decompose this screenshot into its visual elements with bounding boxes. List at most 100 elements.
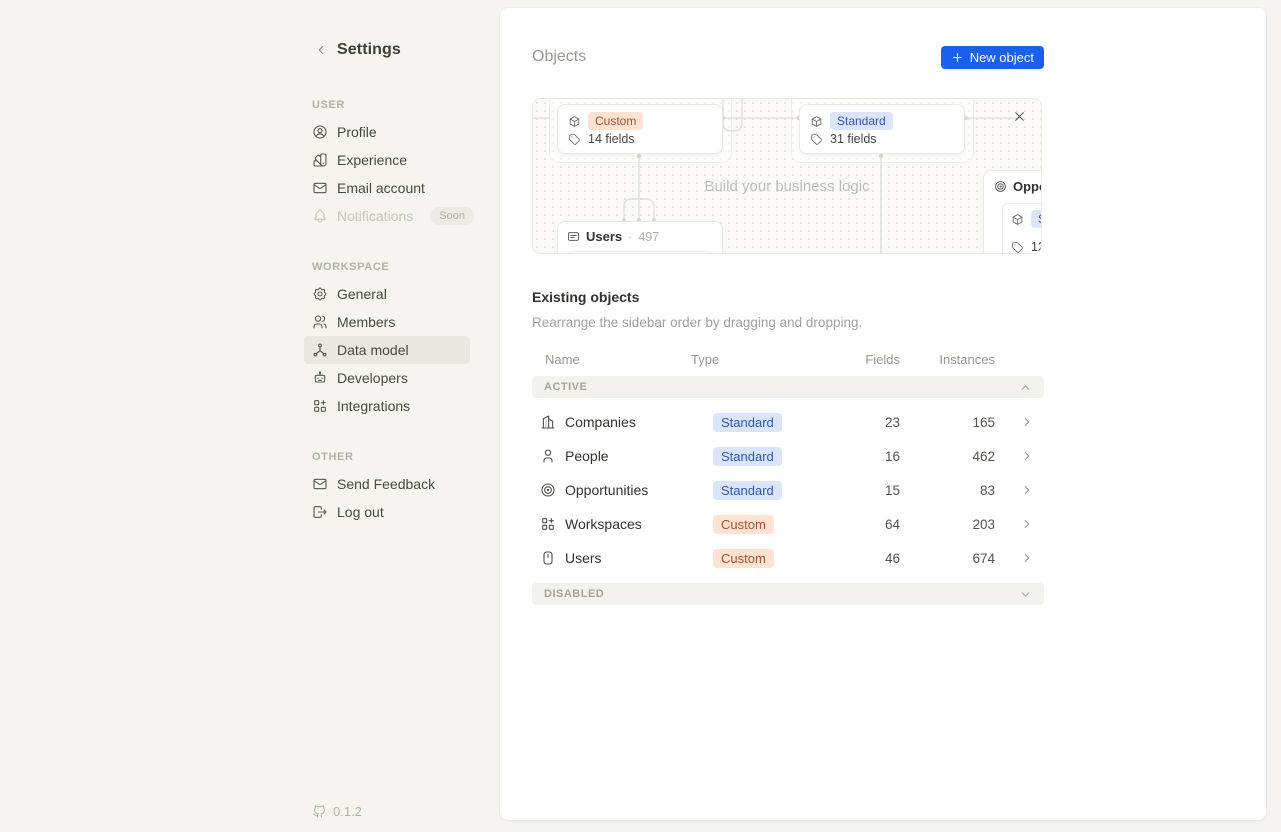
sidebar-item-label: Members: [337, 314, 396, 330]
section-label-other: OTHER: [312, 451, 354, 463]
users-object-node[interactable]: Users · 497: [557, 221, 723, 253]
page-title: Objects: [532, 48, 587, 65]
custom-badge: Custom: [588, 112, 644, 130]
fields-count: 23: [884, 414, 900, 430]
chevron-up-icon: [1019, 381, 1032, 394]
hierarchy-icon: [312, 342, 328, 358]
type-badge: Standard: [713, 446, 782, 466]
cube-icon: [568, 115, 581, 128]
instances-count: 462: [972, 448, 995, 464]
fields-count: 12 fields: [1031, 240, 1041, 254]
column-header-fields: Fields: [865, 351, 900, 367]
sidebar-item-profile[interactable]: Profile: [304, 118, 470, 146]
sidebar-item-notifications: Notifications Soon: [304, 202, 474, 230]
objects-settings-panel: Objects New object: [500, 8, 1266, 820]
sidebar-item-members[interactable]: Members: [304, 308, 470, 336]
users-icon: [312, 314, 328, 330]
sidebar-item-label: Experience: [337, 152, 408, 168]
opportunities-object-node[interactable]: Opportunities Standard 12 fields: [983, 170, 1041, 254]
instances-count: 203: [972, 516, 995, 532]
instances-count: 83: [979, 482, 995, 498]
existing-objects-title: Existing objects: [532, 289, 640, 305]
object-name: Opportunities: [565, 482, 649, 498]
settings-title: Settings: [337, 41, 401, 58]
table-row-workspaces[interactable]: Workspaces Custom 64 203: [532, 507, 1044, 541]
group-label: ACTIVE: [544, 381, 588, 393]
sidebar-section-user: USER Profile Experience Email account No…: [304, 99, 474, 230]
type-badge: Custom: [713, 548, 774, 568]
sidebar-item-email-account[interactable]: Email account: [304, 174, 470, 202]
sidebar-item-label: Send Feedback: [337, 476, 436, 492]
mail-icon: [312, 476, 328, 492]
logout-icon: [312, 504, 328, 520]
type-badge: Standard: [713, 412, 782, 432]
opportunities-node-subcard: Standard 12 fields: [1002, 203, 1041, 254]
bell-icon: [312, 208, 328, 224]
soon-badge: Soon: [430, 207, 474, 225]
chevron-right-icon: [1020, 517, 1034, 531]
sidebar-item-label: Log out: [337, 504, 384, 520]
color-swatch-icon: [312, 152, 328, 168]
cube-icon: [810, 115, 823, 128]
sidebar-item-integrations[interactable]: Integrations: [304, 392, 470, 420]
fields-count: 14 fields: [588, 132, 635, 146]
object-name: Users: [565, 550, 602, 566]
robot-icon: [312, 370, 328, 386]
app-version: 0.1.2: [312, 804, 362, 819]
standard-object-node[interactable]: Standard 31 fields: [799, 104, 965, 154]
tag-icon: [810, 133, 823, 146]
sidebar-item-label: Profile: [337, 124, 377, 140]
sidebar-item-send-feedback[interactable]: Send Feedback: [304, 470, 470, 498]
sidebar-item-general[interactable]: General: [304, 280, 470, 308]
object-name: Companies: [565, 414, 636, 430]
group-header-active[interactable]: ACTIVE: [532, 376, 1044, 398]
dot-separator: ·: [628, 229, 633, 244]
type-badge: Standard: [713, 480, 782, 500]
table-header: Name Type Fields Instances: [532, 347, 1044, 371]
data-model-banner: Custom 14 fields Standard 31 fields Buil…: [532, 98, 1042, 254]
sidebar-item-label: Data model: [337, 342, 409, 358]
apps-icon: [312, 398, 328, 414]
group-header-disabled[interactable]: DISABLED: [532, 583, 1044, 605]
new-object-button[interactable]: New object: [940, 45, 1044, 69]
sidebar-item-label: Email account: [337, 180, 425, 196]
fields-count: 46: [884, 550, 900, 566]
fields-count: 15: [884, 482, 900, 498]
instances-count: 674: [972, 550, 995, 566]
table-row-companies[interactable]: Companies Standard 23 165: [532, 405, 1044, 439]
table-row-opportunities[interactable]: Opportunities Standard 15 83: [532, 473, 1044, 507]
sidebar-item-experience[interactable]: Experience: [304, 146, 470, 174]
plus-icon: [951, 51, 964, 64]
building-icon: [540, 414, 556, 430]
user-circle-icon: [312, 124, 328, 140]
column-header-instances: Instances: [939, 351, 995, 367]
tag-icon: [1011, 241, 1024, 254]
table-row-people[interactable]: People Standard 16 462: [532, 439, 1044, 473]
objects-header: Objects New object: [532, 45, 1044, 69]
sidebar-item-data-model[interactable]: Data model: [304, 336, 470, 364]
banner-caption: Build your business logic: [704, 178, 870, 195]
back-chevron-icon[interactable]: [314, 43, 328, 57]
github-icon: [312, 804, 327, 819]
node-title: Opportunities: [1013, 179, 1041, 194]
sidebar-item-developers[interactable]: Developers: [304, 364, 470, 392]
fields-count: 31 fields: [830, 132, 877, 146]
users-node-subcard: [567, 251, 713, 253]
fields-count: 16: [884, 448, 900, 464]
table-row-users[interactable]: Users Custom 46 674: [532, 541, 1044, 575]
custom-object-node[interactable]: Custom 14 fields: [557, 104, 723, 154]
instance-count: 497: [638, 229, 660, 244]
connector-lines: [533, 99, 1021, 253]
target-icon: [540, 482, 556, 498]
type-badge: Custom: [713, 514, 774, 534]
section-label-workspace: WORKSPACE: [312, 261, 390, 273]
gear-icon: [312, 286, 328, 302]
sidebar-item-log-out[interactable]: Log out: [304, 498, 470, 526]
objects-table: Name Type Fields Instances ACTIVE Compan…: [532, 347, 1044, 605]
chevron-right-icon: [1020, 415, 1034, 429]
target-icon: [994, 180, 1007, 193]
object-name: People: [565, 448, 609, 464]
close-icon[interactable]: [1012, 109, 1027, 124]
standard-badge: Standard: [1031, 210, 1041, 228]
sidebar-section-other: OTHER Send Feedback Log out: [304, 451, 470, 526]
